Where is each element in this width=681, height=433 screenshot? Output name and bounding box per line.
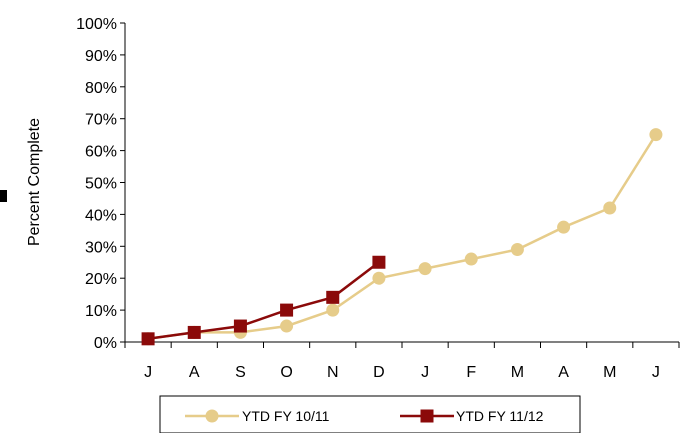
y-tick-label: 90% <box>85 48 117 65</box>
x-tick-label: A <box>558 364 569 381</box>
y-tick-label: 100% <box>76 16 117 33</box>
x-tick-label: S <box>235 364 246 381</box>
legend-marker <box>205 409 219 423</box>
y-tick-label: 50% <box>85 176 117 193</box>
x-tick-label: M <box>511 364 524 381</box>
y-tick-label: 60% <box>85 144 117 161</box>
y-tick-label: 80% <box>85 80 117 97</box>
legend-label: YTD FY 10/11 <box>242 408 330 424</box>
x-tick-label: D <box>373 364 385 381</box>
series-1 <box>141 128 663 346</box>
data-point <box>326 290 340 304</box>
data-point <box>280 319 294 333</box>
x-tick-label: J <box>652 364 660 381</box>
data-point <box>280 303 294 317</box>
data-point <box>187 325 201 339</box>
data-point <box>372 271 386 285</box>
legend-label: YTD FY 11/12 <box>456 408 544 424</box>
y-tick-label: 10% <box>85 303 117 320</box>
x-tick-label: J <box>144 364 152 381</box>
data-point <box>418 262 432 276</box>
y-tick-label: 0% <box>94 335 117 352</box>
chart-legend: YTD FY 10/11 YTD FY 11/12 <box>159 395 581 433</box>
series-line <box>147 134 657 341</box>
legend-box <box>159 395 581 433</box>
y-tick-label: 70% <box>85 112 117 129</box>
chart-series <box>141 128 663 346</box>
data-point <box>649 128 663 142</box>
data-point <box>141 332 155 346</box>
data-point <box>233 319 247 333</box>
y-tick-label: 40% <box>85 207 117 224</box>
x-tick-label: N <box>327 364 339 381</box>
y-axis-title: Percent Complete <box>26 118 43 246</box>
data-point <box>557 220 571 234</box>
side-marker <box>0 190 7 202</box>
y-tick-label: 20% <box>85 271 117 288</box>
data-point <box>603 201 617 215</box>
chart-axes <box>124 23 679 343</box>
legend-marker <box>420 409 434 423</box>
x-tick-label: M <box>603 364 616 381</box>
x-tick-label: A <box>189 364 200 381</box>
data-point <box>372 255 386 269</box>
x-tick-label: J <box>421 364 429 381</box>
y-tick-label: 30% <box>85 239 117 256</box>
data-point <box>464 252 478 266</box>
y-axis-ticks: 0% 10% 20% 30% 40% 50% 60% 70% 80% 90% 100% <box>76 16 125 352</box>
x-tick-label: O <box>280 364 292 381</box>
x-tick-label: F <box>466 364 476 381</box>
data-point <box>326 303 340 317</box>
series-2 <box>141 255 386 346</box>
data-point <box>510 242 524 256</box>
series-line <box>147 261 380 341</box>
